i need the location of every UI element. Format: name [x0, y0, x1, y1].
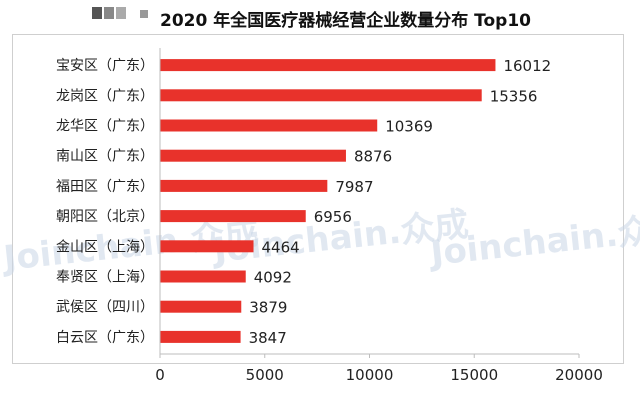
title-row: 2020 年全国医疗器械经营企业数量分布 Top10 [0, 0, 640, 34]
data-label: 4092 [254, 269, 292, 287]
bar [160, 89, 482, 102]
blurred-logo-icon [92, 7, 102, 19]
category-label: 龙岗区（广东） [56, 88, 154, 104]
data-label: 6956 [314, 208, 352, 226]
category-label: 奉贤区（上海） [56, 270, 154, 286]
data-label: 8876 [354, 148, 392, 166]
blurred-logo-icon [140, 10, 148, 18]
x-tick-label: 20000 [555, 366, 603, 384]
bar [160, 179, 328, 192]
data-label: 3879 [249, 299, 287, 317]
blurred-logo-icon [104, 7, 114, 19]
category-label: 龙华区（广东） [56, 119, 154, 135]
data-label: 16012 [503, 57, 551, 75]
category-label: 金山区（上海） [56, 239, 154, 255]
x-tick-label: 0 [155, 366, 165, 384]
bar [160, 300, 242, 313]
category-label: 朝阳区（北京） [56, 209, 154, 225]
chart-title: 2020 年全国医疗器械经营企业数量分布 Top10 [160, 11, 531, 31]
data-label: 15356 [490, 87, 538, 105]
data-label: 4464 [262, 238, 300, 256]
category-label: 武侯区（四川） [56, 300, 154, 316]
bar [160, 119, 378, 132]
data-label: 3847 [249, 329, 287, 347]
category-label: 宝安区（广东） [56, 58, 154, 74]
bar [160, 270, 246, 283]
chart-frame [12, 34, 624, 364]
bar [160, 59, 496, 72]
x-tick-label: 10000 [346, 366, 394, 384]
bar [160, 330, 241, 343]
bar [160, 149, 346, 162]
category-label: 白云区（广东） [56, 330, 154, 346]
x-tick-label: 5000 [246, 366, 284, 384]
bar [160, 240, 254, 253]
category-label: 南山区（广东） [56, 149, 154, 165]
data-label: 7987 [335, 178, 373, 196]
bar [160, 210, 306, 223]
x-tick-label: 15000 [450, 366, 498, 384]
category-label: 福田区（广东） [56, 179, 154, 195]
blurred-logo-icon [116, 7, 126, 19]
data-label: 10369 [385, 118, 433, 136]
